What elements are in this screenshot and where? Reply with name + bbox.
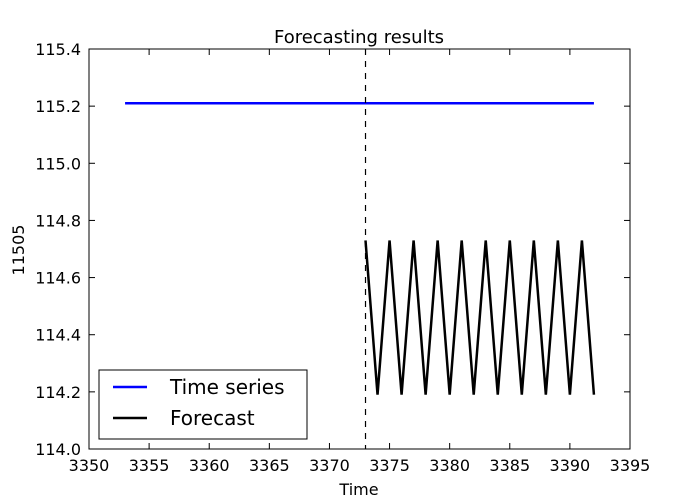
y-tick-label: 114.2 <box>35 383 81 402</box>
x-tick-label: 3390 <box>550 456 591 475</box>
y-tick-label: 114.4 <box>35 326 81 345</box>
x-tick-label: 3380 <box>429 456 470 475</box>
x-tick-label: 3375 <box>369 456 410 475</box>
legend-label: Forecast <box>170 406 255 430</box>
x-tick-label: 3370 <box>309 456 350 475</box>
x-tick-label: 3355 <box>129 456 170 475</box>
x-tick-label: 3365 <box>249 456 290 475</box>
y-tick-label: 114.8 <box>35 211 81 230</box>
plot-area: 3350 3355 3360 3365 3370 3375 3380 3385 3390 3395… <box>35 40 650 475</box>
legend: Time series Forecast <box>98 369 308 440</box>
plot-frame <box>88 48 631 450</box>
y-tick-label: 114.6 <box>35 269 81 288</box>
legend-box <box>98 369 308 440</box>
x-tick-label: 3360 <box>189 456 230 475</box>
y-tick-label: 114.0 <box>35 440 81 459</box>
x-tick-label: 3395 <box>610 456 651 475</box>
series-line-forecast <box>364 240 596 395</box>
y-tick-label: 115.0 <box>35 154 81 173</box>
legend-label: Time series <box>169 375 285 399</box>
y-axis-label: 11505 <box>9 225 28 276</box>
x-axis-label: Time <box>338 480 378 499</box>
y-tick-label: 115.2 <box>35 97 81 116</box>
y-tick-label: 115.4 <box>35 40 81 59</box>
chart-title: Forecasting results <box>274 27 444 48</box>
x-tick-label: 3385 <box>489 456 530 475</box>
x-tick-label: 3350 <box>69 456 110 475</box>
